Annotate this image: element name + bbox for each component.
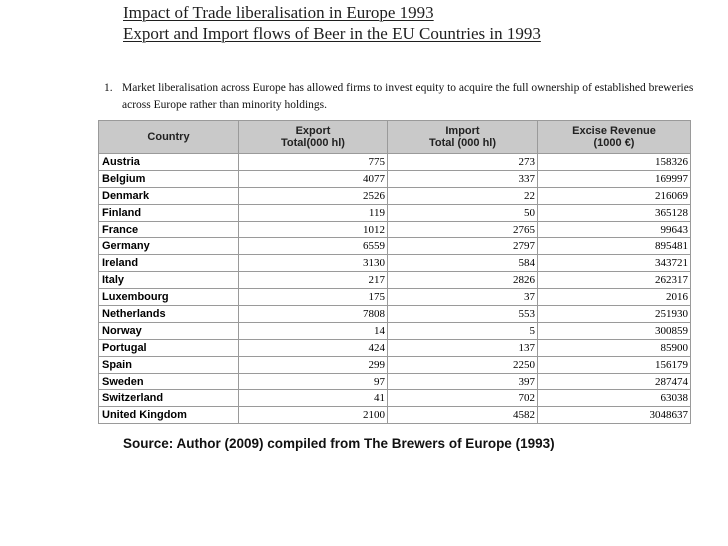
cell-export: 97 <box>238 372 388 391</box>
cell-country: Austria <box>98 153 239 171</box>
header-excise: Excise Revenue (1000 €) <box>537 120 691 154</box>
cell-import: 337 <box>387 169 538 188</box>
source-note: Source: Author (2009) compiled from The … <box>123 436 555 451</box>
cell-import: 2797 <box>387 237 538 256</box>
cell-import: 5 <box>387 321 538 340</box>
cell-excise: 85900 <box>537 338 691 357</box>
cell-export: 217 <box>238 271 388 290</box>
cell-import: 397 <box>387 372 538 391</box>
table-row: Switzerland 41 702 63038 <box>98 389 691 408</box>
cell-import: 137 <box>387 338 538 357</box>
cell-excise: 262317 <box>537 271 691 290</box>
bullet-text: Market liberalisation across Europe has … <box>122 82 694 111</box>
cell-excise: 895481 <box>537 237 691 256</box>
bullet-number: 1. <box>104 82 113 94</box>
table-row: Denmark 2526 22 216069 <box>98 186 691 205</box>
cell-country: Sweden <box>98 372 239 391</box>
table-row: Spain 299 2250 156179 <box>98 355 691 374</box>
table-row: Ireland 3130 584 343721 <box>98 254 691 273</box>
cell-import: 4582 <box>387 406 538 425</box>
table-row: Austria 775 273 158326 <box>98 153 691 171</box>
cell-export: 2100 <box>238 406 388 425</box>
cell-country: Belgium <box>98 169 239 188</box>
title-line-2: Export and Import flows of Beer in the E… <box>123 24 541 43</box>
cell-country: Portugal <box>98 338 239 357</box>
table-row: Sweden 97 397 287474 <box>98 372 691 391</box>
beer-trade-table: Country Export Total(000 hl) Import Total … <box>98 120 691 425</box>
header-import: Import Total (000 hl) <box>387 120 538 154</box>
cell-export: 6559 <box>238 237 388 256</box>
cell-export: 41 <box>238 389 388 408</box>
cell-country: Ireland <box>98 254 239 273</box>
header-export: Export Total(000 hl) <box>238 120 388 154</box>
cell-import: 2250 <box>387 355 538 374</box>
table-row: France 1012 2765 99643 <box>98 220 691 239</box>
cell-import: 37 <box>387 288 538 307</box>
cell-excise: 287474 <box>537 372 691 391</box>
table-header-row: Country Export Total(000 hl) Import Total … <box>98 120 691 154</box>
cell-excise: 158326 <box>537 153 691 171</box>
cell-country: France <box>98 220 239 239</box>
cell-country: Switzerland <box>98 389 239 408</box>
cell-excise: 216069 <box>537 186 691 205</box>
cell-country: Luxembourg <box>98 288 239 307</box>
cell-excise: 63038 <box>537 389 691 408</box>
cell-excise: 300859 <box>537 321 691 340</box>
cell-export: 119 <box>238 203 388 222</box>
cell-export: 299 <box>238 355 388 374</box>
cell-import: 553 <box>387 305 538 323</box>
cell-export: 7808 <box>238 305 388 323</box>
cell-excise: 99643 <box>537 220 691 239</box>
cell-excise: 251930 <box>537 305 691 323</box>
cell-excise: 3048637 <box>537 406 691 425</box>
cell-import: 50 <box>387 203 538 222</box>
cell-excise: 169997 <box>537 169 691 188</box>
title-line-1: Impact of Trade liberalisation in Europe… <box>123 3 434 22</box>
cell-country: Finland <box>98 203 239 222</box>
table-row: Portugal 424 137 85900 <box>98 338 691 357</box>
slide-title: Impact of Trade liberalisation in Europe… <box>123 2 541 44</box>
table-row: United Kingdom 2100 4582 3048637 <box>98 406 691 425</box>
table-body: Austria 775 273 158326 Belgium 4077 337 169997 D… <box>98 153 691 425</box>
header-country: Country <box>98 120 239 154</box>
table-row: Germany 6559 2797 895481 <box>98 237 691 256</box>
cell-export: 424 <box>238 338 388 357</box>
cell-country: Netherlands <box>98 305 239 323</box>
cell-country: United Kingdom <box>98 406 239 425</box>
cell-country: Germany <box>98 237 239 256</box>
table-row: Netherlands 7808 553 251930 <box>98 305 691 323</box>
cell-import: 2765 <box>387 220 538 239</box>
data-table: Country Export Total(000 hl) Import Total … <box>98 120 691 425</box>
cell-import: 584 <box>387 254 538 273</box>
cell-import: 702 <box>387 389 538 408</box>
cell-export: 14 <box>238 321 388 340</box>
cell-country: Norway <box>98 321 239 340</box>
cell-export: 1012 <box>238 220 388 239</box>
cell-import: 22 <box>387 186 538 205</box>
cell-export: 775 <box>238 153 388 171</box>
table-row: Finland 119 50 365128 <box>98 203 691 222</box>
cell-import: 2826 <box>387 271 538 290</box>
cell-export: 2526 <box>238 186 388 205</box>
cell-excise: 365128 <box>537 203 691 222</box>
table-row: Italy 217 2826 262317 <box>98 271 691 290</box>
cell-excise: 156179 <box>537 355 691 374</box>
table-row: Belgium 4077 337 169997 <box>98 169 691 188</box>
cell-country: Italy <box>98 271 239 290</box>
cell-import: 273 <box>387 153 538 171</box>
cell-excise: 343721 <box>537 254 691 273</box>
cell-excise: 2016 <box>537 288 691 307</box>
cell-export: 175 <box>238 288 388 307</box>
cell-country: Denmark <box>98 186 239 205</box>
table-row: Norway 14 5 300859 <box>98 321 691 340</box>
cell-export: 4077 <box>238 169 388 188</box>
cell-country: Spain <box>98 355 239 374</box>
table-row: Luxembourg 175 37 2016 <box>98 288 691 307</box>
cell-export: 3130 <box>238 254 388 273</box>
